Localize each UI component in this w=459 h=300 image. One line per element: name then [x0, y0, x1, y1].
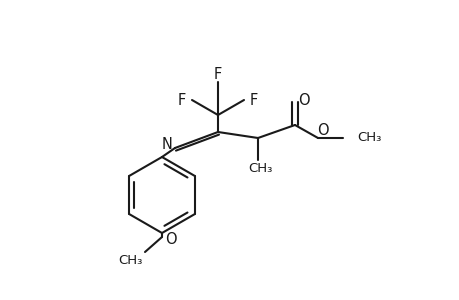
Text: O: O: [297, 92, 309, 107]
Text: N: N: [161, 136, 172, 152]
Text: CH₃: CH₃: [118, 254, 142, 266]
Text: O: O: [317, 122, 328, 137]
Text: F: F: [178, 92, 186, 107]
Text: F: F: [213, 67, 222, 82]
Text: CH₃: CH₃: [356, 130, 381, 143]
Text: F: F: [249, 92, 257, 107]
Text: CH₃: CH₃: [247, 161, 272, 175]
Text: O: O: [165, 232, 176, 247]
